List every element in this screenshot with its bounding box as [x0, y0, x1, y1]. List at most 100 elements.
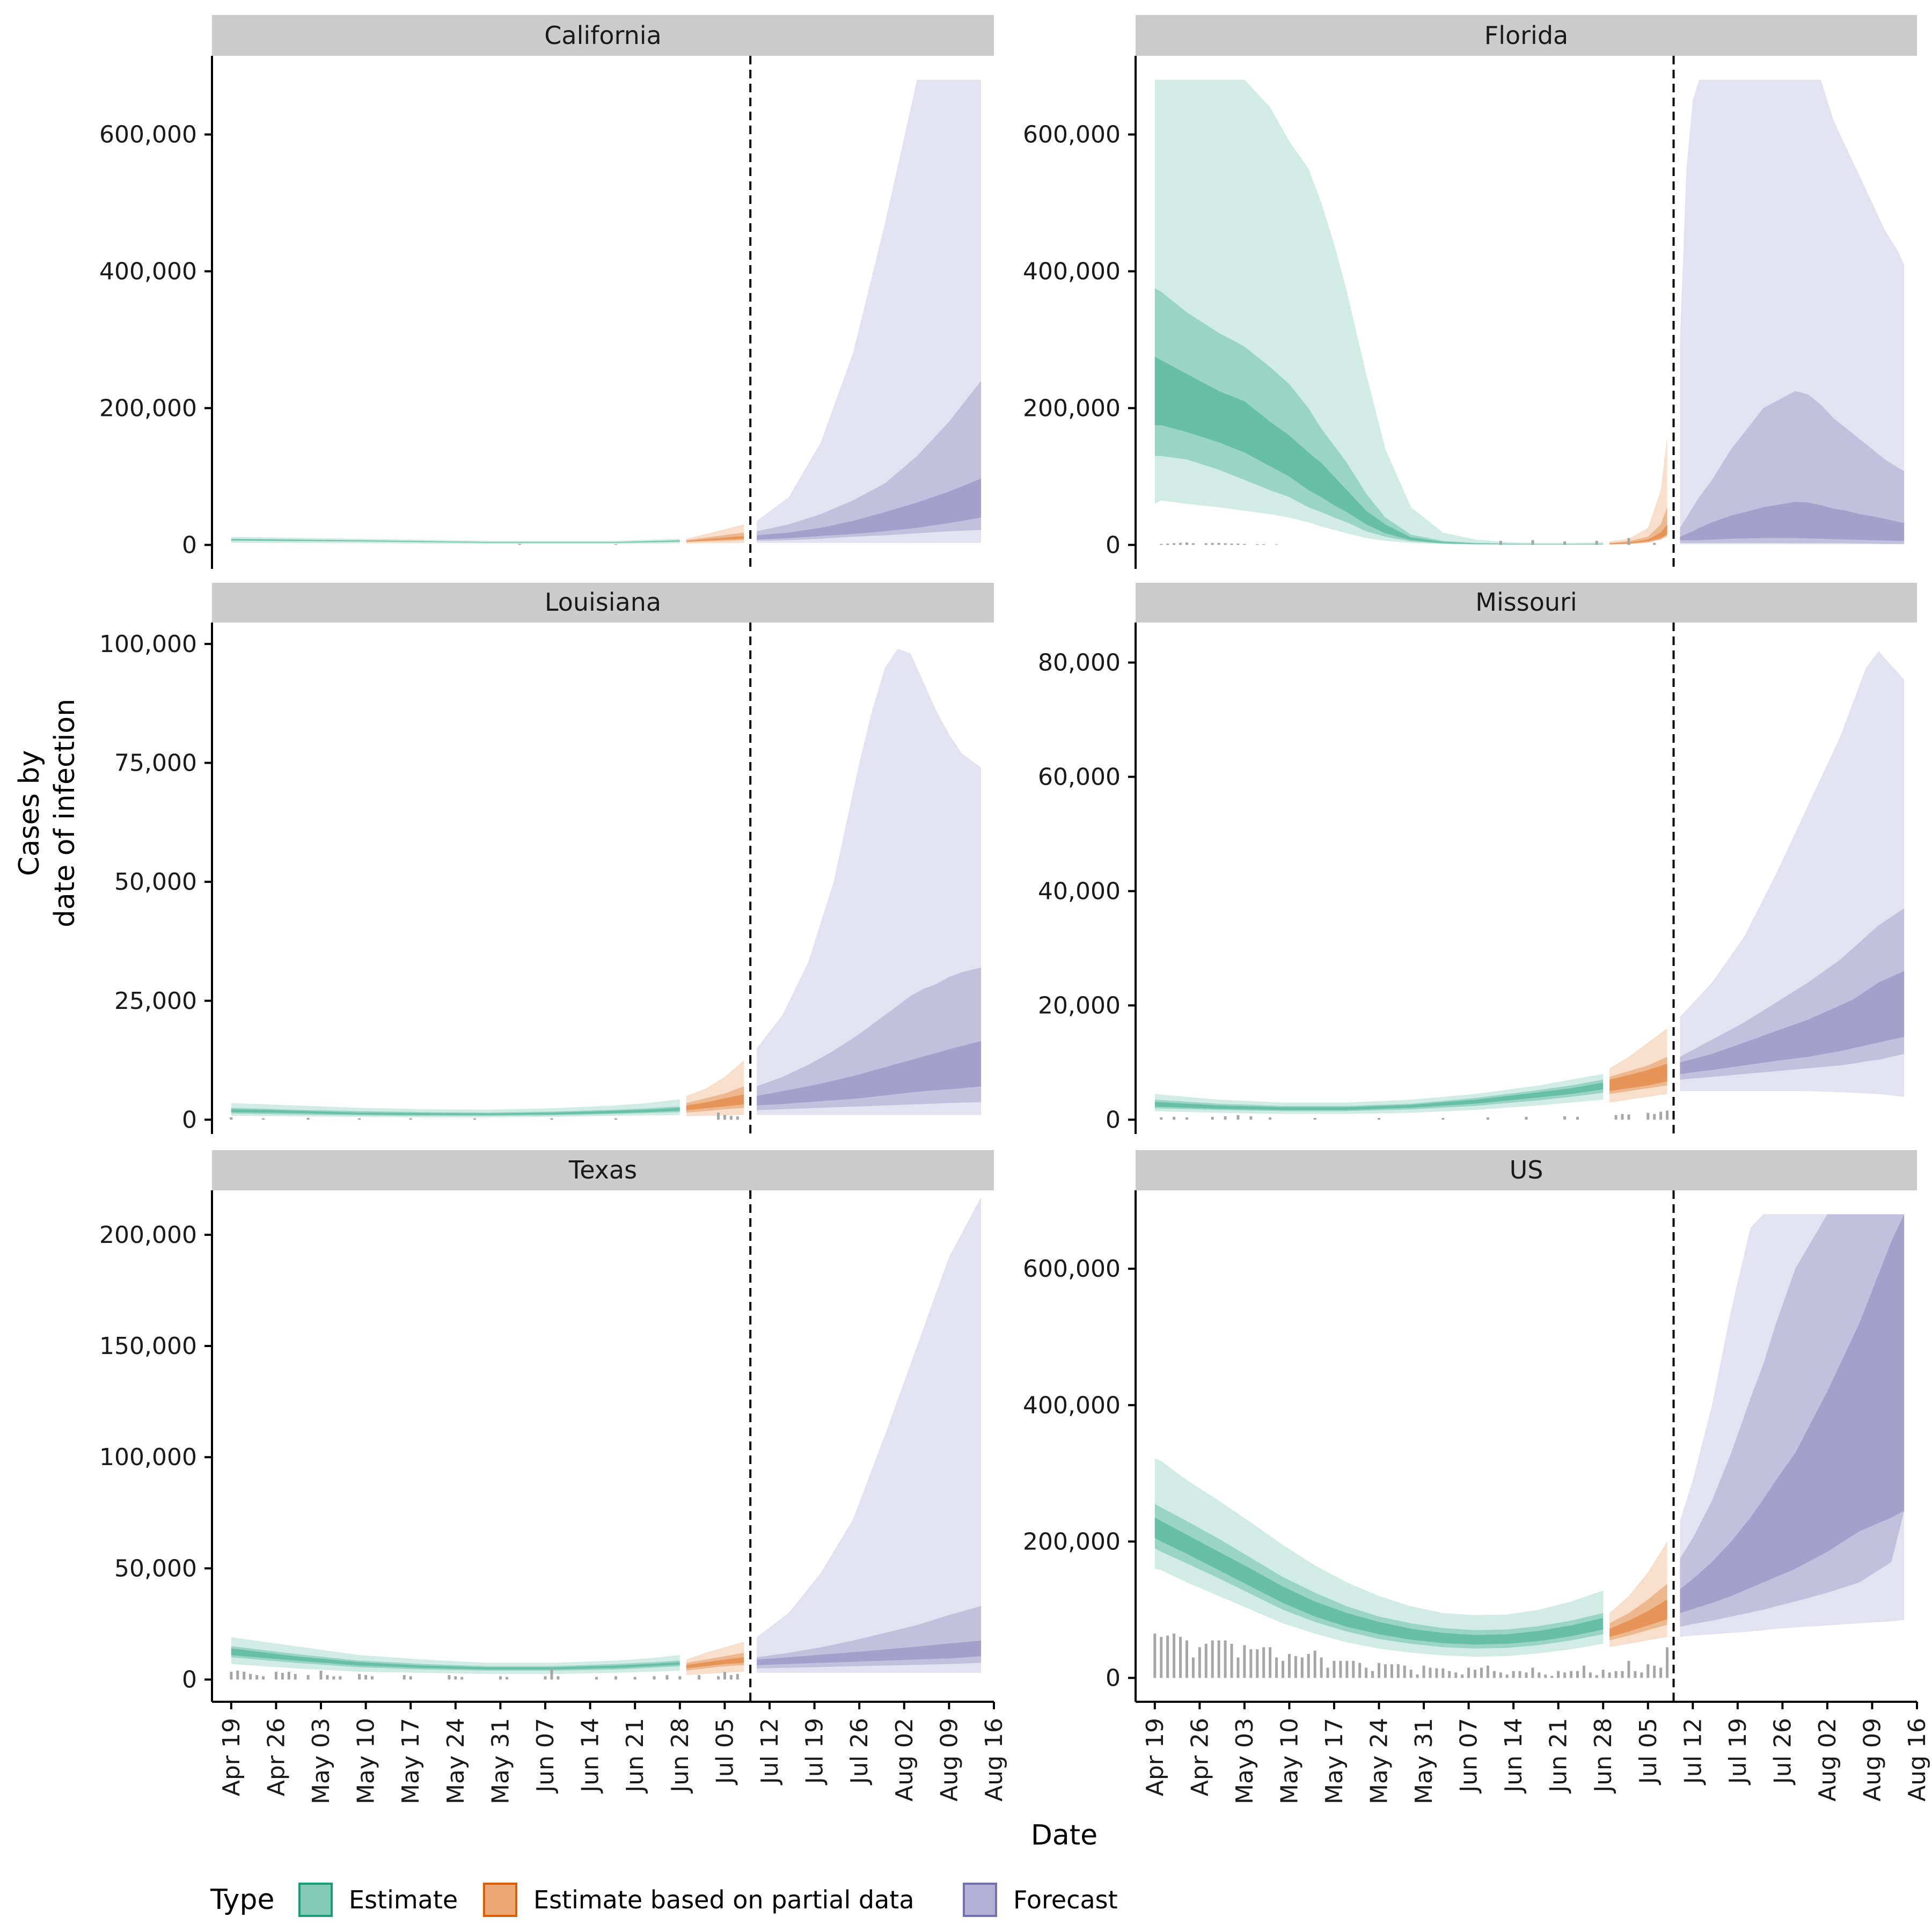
- forecast-q90-band: [757, 1197, 982, 1673]
- forecast-q90-band: [1680, 1214, 1905, 1637]
- panel-title: Louisiana: [545, 588, 661, 617]
- estimate-q50-band: [231, 1646, 680, 1671]
- panel-us: US 0 200,000 400,000 600,000 Apr 19 Apr 26 May …: [1023, 1150, 1931, 1804]
- partial-q50-band: [686, 1086, 744, 1113]
- legend-key-forecast: [963, 1883, 997, 1917]
- y-tick-label: 200,000: [99, 394, 197, 422]
- panel-texas: Texas 0 50,000 100,000 150,000 200,000 Apr 19 A…: [99, 1150, 1008, 1804]
- estimate-q50-band: [1154, 1079, 1604, 1111]
- partial-q20-band: [686, 536, 744, 541]
- y-tick-label: 50,000: [114, 1555, 197, 1582]
- y-tick-label: 0: [1106, 1106, 1121, 1133]
- panels-layer: California 0 200,000 400,000 600,000 Florida 0…: [99, 15, 1931, 1804]
- y-tick-label: 600,000: [99, 121, 197, 149]
- forecast-q50-band: [757, 1606, 982, 1668]
- forecast-q20-band: [757, 478, 982, 540]
- panel-title: Florida: [1484, 21, 1568, 50]
- y-tick-label: 0: [1106, 531, 1121, 559]
- forecast-q50-band: [1680, 391, 1905, 544]
- x-tick-label: Jul 12: [1679, 1718, 1707, 1785]
- partial-q90-band: [686, 1060, 744, 1117]
- partial-q90-band: [686, 1642, 744, 1675]
- x-tick-label: Jun 14: [1500, 1718, 1527, 1794]
- forecast-q50-band: [1680, 1214, 1905, 1627]
- strip-header: [1136, 15, 1917, 56]
- estimate-q20-band: [1154, 1082, 1604, 1110]
- forecast-q20-band: [757, 1641, 982, 1665]
- legend-label-partial: Estimate based on partial data: [533, 1885, 914, 1914]
- legend-label-estimate: Estimate: [349, 1885, 458, 1914]
- strip-header: [1136, 1150, 1917, 1190]
- estimate-q50-band: [231, 1106, 680, 1116]
- strip-header: [212, 15, 994, 56]
- partial-q90-band: [1609, 435, 1667, 545]
- x-tick-label: Jul 19: [801, 1718, 829, 1785]
- forecast-q90-band: [1680, 79, 1905, 545]
- partial-q50-band: [686, 532, 744, 543]
- partial-q20-band: [686, 1657, 744, 1668]
- partial-q90-band: [1609, 1028, 1667, 1103]
- y-tick-label: 0: [1106, 1665, 1121, 1692]
- x-tick-label: Apr 26: [1186, 1718, 1213, 1796]
- y-tick-label: 400,000: [99, 258, 197, 286]
- estimate-q20-band: [1154, 1517, 1604, 1645]
- estimate-q50-band: [231, 538, 680, 543]
- forecast-q20-band: [1680, 1214, 1905, 1613]
- partial-q20-band: [686, 1094, 744, 1110]
- x-tick-label: Jun 07: [532, 1718, 559, 1794]
- x-tick-label: Jul 19: [1724, 1718, 1752, 1785]
- x-tick-label: Apr 19: [1141, 1718, 1169, 1796]
- estimate-q90-band: [1154, 79, 1604, 545]
- y-tick-label: 100,000: [99, 631, 197, 658]
- legend-key-estimate: [298, 1883, 333, 1917]
- x-tick-label: Jul 05: [1635, 1718, 1662, 1785]
- x-tick-label: Aug 02: [891, 1718, 918, 1802]
- x-tick-label: Aug 16: [980, 1718, 1008, 1802]
- forecast-q50-band: [757, 380, 982, 541]
- y-tick-label: 60,000: [1038, 763, 1121, 791]
- x-tick-label: Jul 12: [756, 1718, 784, 1785]
- partial-q20-band: [1609, 1599, 1667, 1637]
- x-tick-label: May 17: [1321, 1718, 1348, 1804]
- y-tick-label: 200,000: [1023, 1528, 1121, 1555]
- x-tick-label: May 03: [308, 1718, 335, 1804]
- forecast-q90-band: [757, 648, 982, 1115]
- y-tick-label: 75,000: [114, 750, 197, 777]
- legend: Type Estimate Estimate based on partial …: [210, 1883, 1118, 1917]
- y-tick-label: 50,000: [114, 868, 197, 896]
- y-tick-label: 40,000: [1038, 877, 1121, 905]
- estimate-q20-band: [231, 539, 680, 543]
- y-tick-label: 0: [182, 531, 197, 559]
- y-tick-label: 100,000: [99, 1444, 197, 1471]
- x-tick-label: Jul 26: [1769, 1718, 1796, 1785]
- y-tick-label: 600,000: [1023, 121, 1121, 149]
- partial-q50-band: [1609, 1584, 1667, 1641]
- x-tick-label: May 17: [397, 1718, 425, 1804]
- partial-q90-band: [1609, 1541, 1667, 1648]
- estimate-q90-band: [1154, 1074, 1604, 1114]
- x-tick-label: Aug 09: [1858, 1718, 1886, 1802]
- x-tick-label: May 10: [353, 1718, 380, 1804]
- x-tick-label: Aug 02: [1814, 1718, 1841, 1802]
- estimate-q90-band: [231, 537, 680, 544]
- x-tick-label: Jul 26: [846, 1718, 873, 1785]
- panel-title: Texas: [568, 1155, 637, 1184]
- x-tick-label: Jul 05: [711, 1718, 738, 1785]
- estimate-q20-band: [231, 1108, 680, 1115]
- forecast-q50-band: [757, 967, 982, 1110]
- partial-q50-band: [1609, 507, 1667, 545]
- strip-header: [212, 1150, 994, 1190]
- x-tick-label: May 24: [1366, 1718, 1393, 1804]
- partial-q90-band: [686, 524, 744, 544]
- x-tick-label: Jun 07: [1455, 1718, 1483, 1794]
- y-tick-label: 400,000: [1023, 1392, 1121, 1419]
- y-tick-label: 0: [182, 1666, 197, 1694]
- y-tick-label: 0: [182, 1106, 197, 1133]
- estimate-q50-band: [1154, 288, 1604, 545]
- estimate-q90-band: [231, 1637, 680, 1674]
- x-tick-label: Jun 28: [667, 1718, 694, 1794]
- x-tick-label: Jun 21: [1545, 1718, 1572, 1794]
- x-tick-label: Jun 21: [621, 1718, 649, 1794]
- x-tick-label: Apr 19: [218, 1718, 245, 1796]
